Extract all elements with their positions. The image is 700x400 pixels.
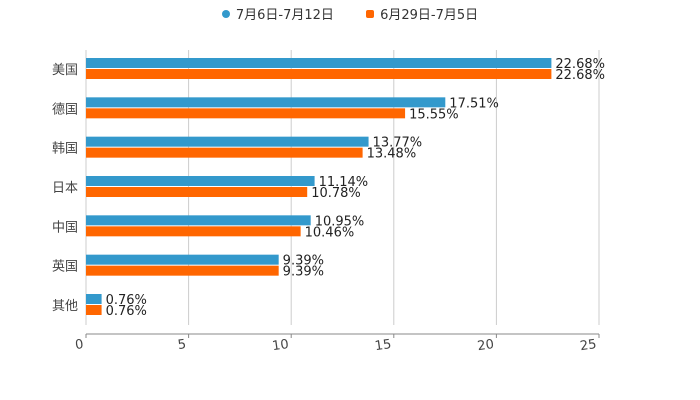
bar-value-label: 9.39% <box>283 265 324 280</box>
category-label: 中国 <box>52 220 78 235</box>
bar-current-week[interactable] <box>86 215 311 226</box>
bar-previous-week[interactable] <box>86 147 363 158</box>
bar-previous-week[interactable] <box>86 108 406 119</box>
bar-current-week[interactable] <box>86 176 315 186</box>
bar-value-label: 13.48% <box>367 147 417 162</box>
bar-previous-week[interactable] <box>86 305 102 315</box>
bar-current-week[interactable] <box>86 254 279 265</box>
x-tick-label: 25 <box>579 337 597 354</box>
bar-value-label: 13.77% <box>373 136 423 151</box>
x-tick-label: 15 <box>374 337 392 354</box>
bar-value-label: 22.68% <box>555 57 605 72</box>
bar-value-label: 11.14% <box>319 175 369 190</box>
bar-current-week[interactable] <box>86 136 369 147</box>
bar-value-label: 10.95% <box>315 214 365 229</box>
category-label: 韩国 <box>52 142 78 157</box>
bar-previous-week[interactable] <box>86 226 301 237</box>
legend-item-series-1[interactable]: 7月6日-7月12日 <box>221 4 334 23</box>
bar-value-label: 0.76% <box>106 304 147 319</box>
category-label: 英国 <box>52 260 78 275</box>
series-2-marker-icon <box>366 9 375 18</box>
x-tick-label: 10 <box>271 337 289 354</box>
bar-value-label: 17.51% <box>449 96 499 111</box>
bar-value-label: 9.39% <box>283 254 324 269</box>
bar-previous-week[interactable] <box>86 187 308 197</box>
category-label: 美国 <box>52 63 78 78</box>
category-label: 日本 <box>52 181 78 196</box>
x-tick-label: 5 <box>177 337 187 353</box>
legend-label: 7月6日-7月12日 <box>235 8 334 23</box>
bar-value-label: 15.55% <box>409 107 459 122</box>
bar-current-week[interactable] <box>86 97 446 108</box>
bar-value-label: 10.78% <box>311 186 361 201</box>
series-1-marker-icon <box>221 9 230 18</box>
legend-label: 6月29日-7月5日 <box>380 8 479 23</box>
chart-legend: 7月6日-7月12日 6月29日-7月5日 <box>0 4 700 23</box>
bar-value-label: 10.46% <box>305 225 355 240</box>
bar-previous-week[interactable] <box>86 265 279 276</box>
x-tick-label: 0 <box>74 337 84 353</box>
category-label: 德国 <box>52 102 78 117</box>
bar-value-label: 0.76% <box>106 293 147 308</box>
legend-item-series-2[interactable]: 6月29日-7月5日 <box>366 4 478 23</box>
bar-previous-week[interactable] <box>86 69 552 79</box>
x-tick-label: 20 <box>476 337 494 354</box>
category-label: 其他 <box>52 299 78 314</box>
bar-current-week[interactable] <box>86 58 552 68</box>
bar-current-week[interactable] <box>86 294 102 304</box>
bar-value-label: 22.68% <box>555 68 605 83</box>
